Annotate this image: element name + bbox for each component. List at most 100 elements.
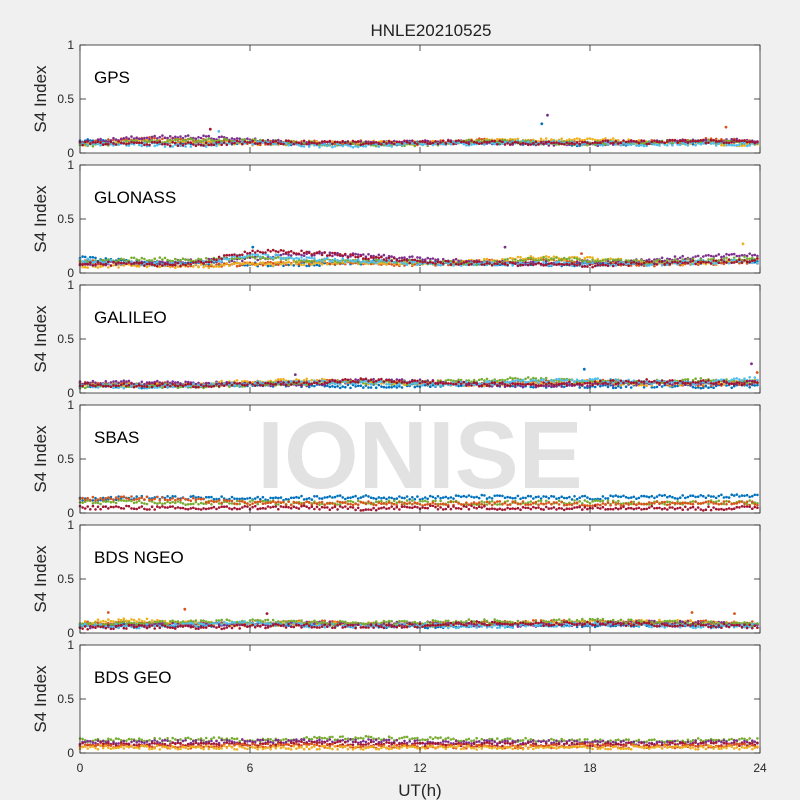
data-point (694, 143, 697, 147)
data-point (194, 137, 198, 140)
data-point (333, 140, 337, 144)
data-point (161, 143, 164, 146)
data-point (526, 143, 530, 147)
data-point (642, 144, 646, 148)
data-point (485, 257, 489, 261)
data-point (714, 144, 718, 147)
data-point (413, 385, 417, 389)
data-point (681, 261, 684, 265)
data-point (184, 142, 187, 146)
data-point (398, 140, 401, 144)
y-tick-label: 1 (67, 38, 74, 52)
data-point (341, 261, 345, 264)
data-point (722, 144, 726, 147)
data-point (581, 260, 584, 263)
data-point (259, 143, 262, 147)
data-point (645, 264, 648, 268)
data-point (694, 139, 697, 143)
data-point (86, 140, 89, 143)
data-point (212, 143, 216, 147)
data-point (156, 137, 159, 140)
data-point (122, 137, 126, 140)
data-point (271, 262, 275, 265)
data-point (174, 141, 177, 145)
data-point (99, 141, 102, 144)
data-point (114, 143, 118, 146)
data-point (699, 258, 703, 261)
data-point (738, 258, 741, 262)
data-point (300, 142, 303, 146)
data-point (91, 141, 95, 144)
data-point (119, 138, 123, 141)
data-point (168, 144, 172, 147)
data-point (326, 256, 329, 260)
data-point (127, 142, 131, 145)
data-point (307, 145, 311, 148)
data-point (320, 143, 324, 147)
data-point (238, 140, 241, 143)
data-point (261, 264, 265, 267)
data-point (253, 138, 257, 141)
data-point (392, 385, 396, 388)
data-point (599, 264, 602, 267)
data-point (526, 140, 530, 143)
data-point (542, 264, 545, 267)
data-point (107, 138, 110, 141)
data-point (593, 138, 597, 142)
figure-title: HNLE20210525 (371, 21, 492, 40)
data-point (532, 263, 535, 267)
data-point (171, 380, 174, 383)
data-point (266, 254, 270, 257)
data-point (326, 254, 329, 257)
data-point (671, 260, 674, 264)
data-point (459, 262, 463, 266)
data-point (511, 141, 514, 145)
data-point (362, 142, 365, 146)
data-point (81, 263, 84, 267)
data-point (508, 143, 512, 146)
data-point (171, 141, 174, 144)
data-point (241, 256, 244, 259)
data-point (730, 386, 733, 390)
data-point (174, 138, 177, 142)
data-point (331, 385, 334, 388)
data-point (735, 260, 739, 263)
data-point (161, 137, 164, 141)
data-point (738, 143, 741, 147)
data-point (313, 262, 316, 265)
data-point (441, 143, 445, 146)
data-point (599, 141, 602, 145)
data-point (647, 142, 651, 145)
data-point (496, 137, 499, 141)
data-point (550, 138, 553, 141)
data-point (176, 261, 180, 265)
data-point (137, 137, 141, 140)
data-point (349, 386, 352, 390)
data-point (385, 142, 388, 145)
data-point (284, 139, 288, 142)
data-point (274, 143, 278, 146)
data-point (269, 142, 272, 145)
data-point (351, 253, 355, 257)
data-point (565, 139, 569, 142)
data-point (328, 139, 332, 143)
data-point (266, 248, 270, 252)
data-point (271, 256, 275, 260)
data-point (204, 141, 208, 145)
data-point (163, 142, 167, 146)
data-point (176, 265, 180, 268)
data-point (377, 383, 381, 387)
data-point (668, 382, 672, 386)
data-point (101, 258, 105, 262)
data-point (305, 377, 309, 381)
data-point (112, 142, 115, 145)
data-point (748, 260, 751, 264)
data-point (681, 139, 684, 143)
data-point (241, 253, 244, 257)
data-point (560, 137, 563, 140)
data-point (246, 261, 249, 264)
data-point (109, 258, 113, 262)
data-point (364, 382, 368, 386)
data-point (537, 142, 540, 146)
data-point (745, 254, 749, 258)
